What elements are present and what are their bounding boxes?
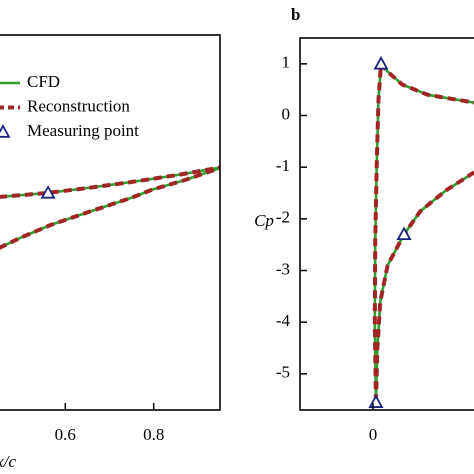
- legend-label: Measuring point: [27, 121, 139, 140]
- series-line: [373, 62, 474, 403]
- x-tick-label: 0.6: [55, 425, 76, 444]
- measuring-point: [40, 185, 56, 199]
- legend-label: Reconstruction: [27, 96, 130, 115]
- y-tick-label: -2: [276, 208, 290, 227]
- plot-area: [368, 55, 474, 408]
- x-axis-label: x/c: [0, 452, 16, 471]
- plot-frame: [0, 34, 221, 411]
- plot-frame: [299, 37, 474, 411]
- plot-area: [0, 165, 220, 250]
- y-tick-label: -3: [276, 259, 290, 278]
- measuring-point: [368, 394, 384, 408]
- legend-label: CFD: [27, 72, 60, 91]
- y-axis-label: Cp: [254, 211, 274, 230]
- y-tick-label: -5: [276, 363, 290, 382]
- x-tick-label: 0.8: [143, 425, 164, 444]
- measuring-point: [396, 226, 412, 241]
- series-line: [0, 165, 220, 250]
- panel-label: b: [291, 5, 300, 24]
- legend-marker: [0, 124, 11, 138]
- x-tick-label: 0: [369, 425, 378, 444]
- series-line: [372, 61, 474, 403]
- y-tick-label: 0: [282, 104, 291, 123]
- y-tick-label: -1: [276, 156, 290, 175]
- measuring-point: [373, 55, 389, 70]
- y-tick-label: 1: [282, 53, 291, 72]
- y-tick-label: -4: [276, 311, 291, 330]
